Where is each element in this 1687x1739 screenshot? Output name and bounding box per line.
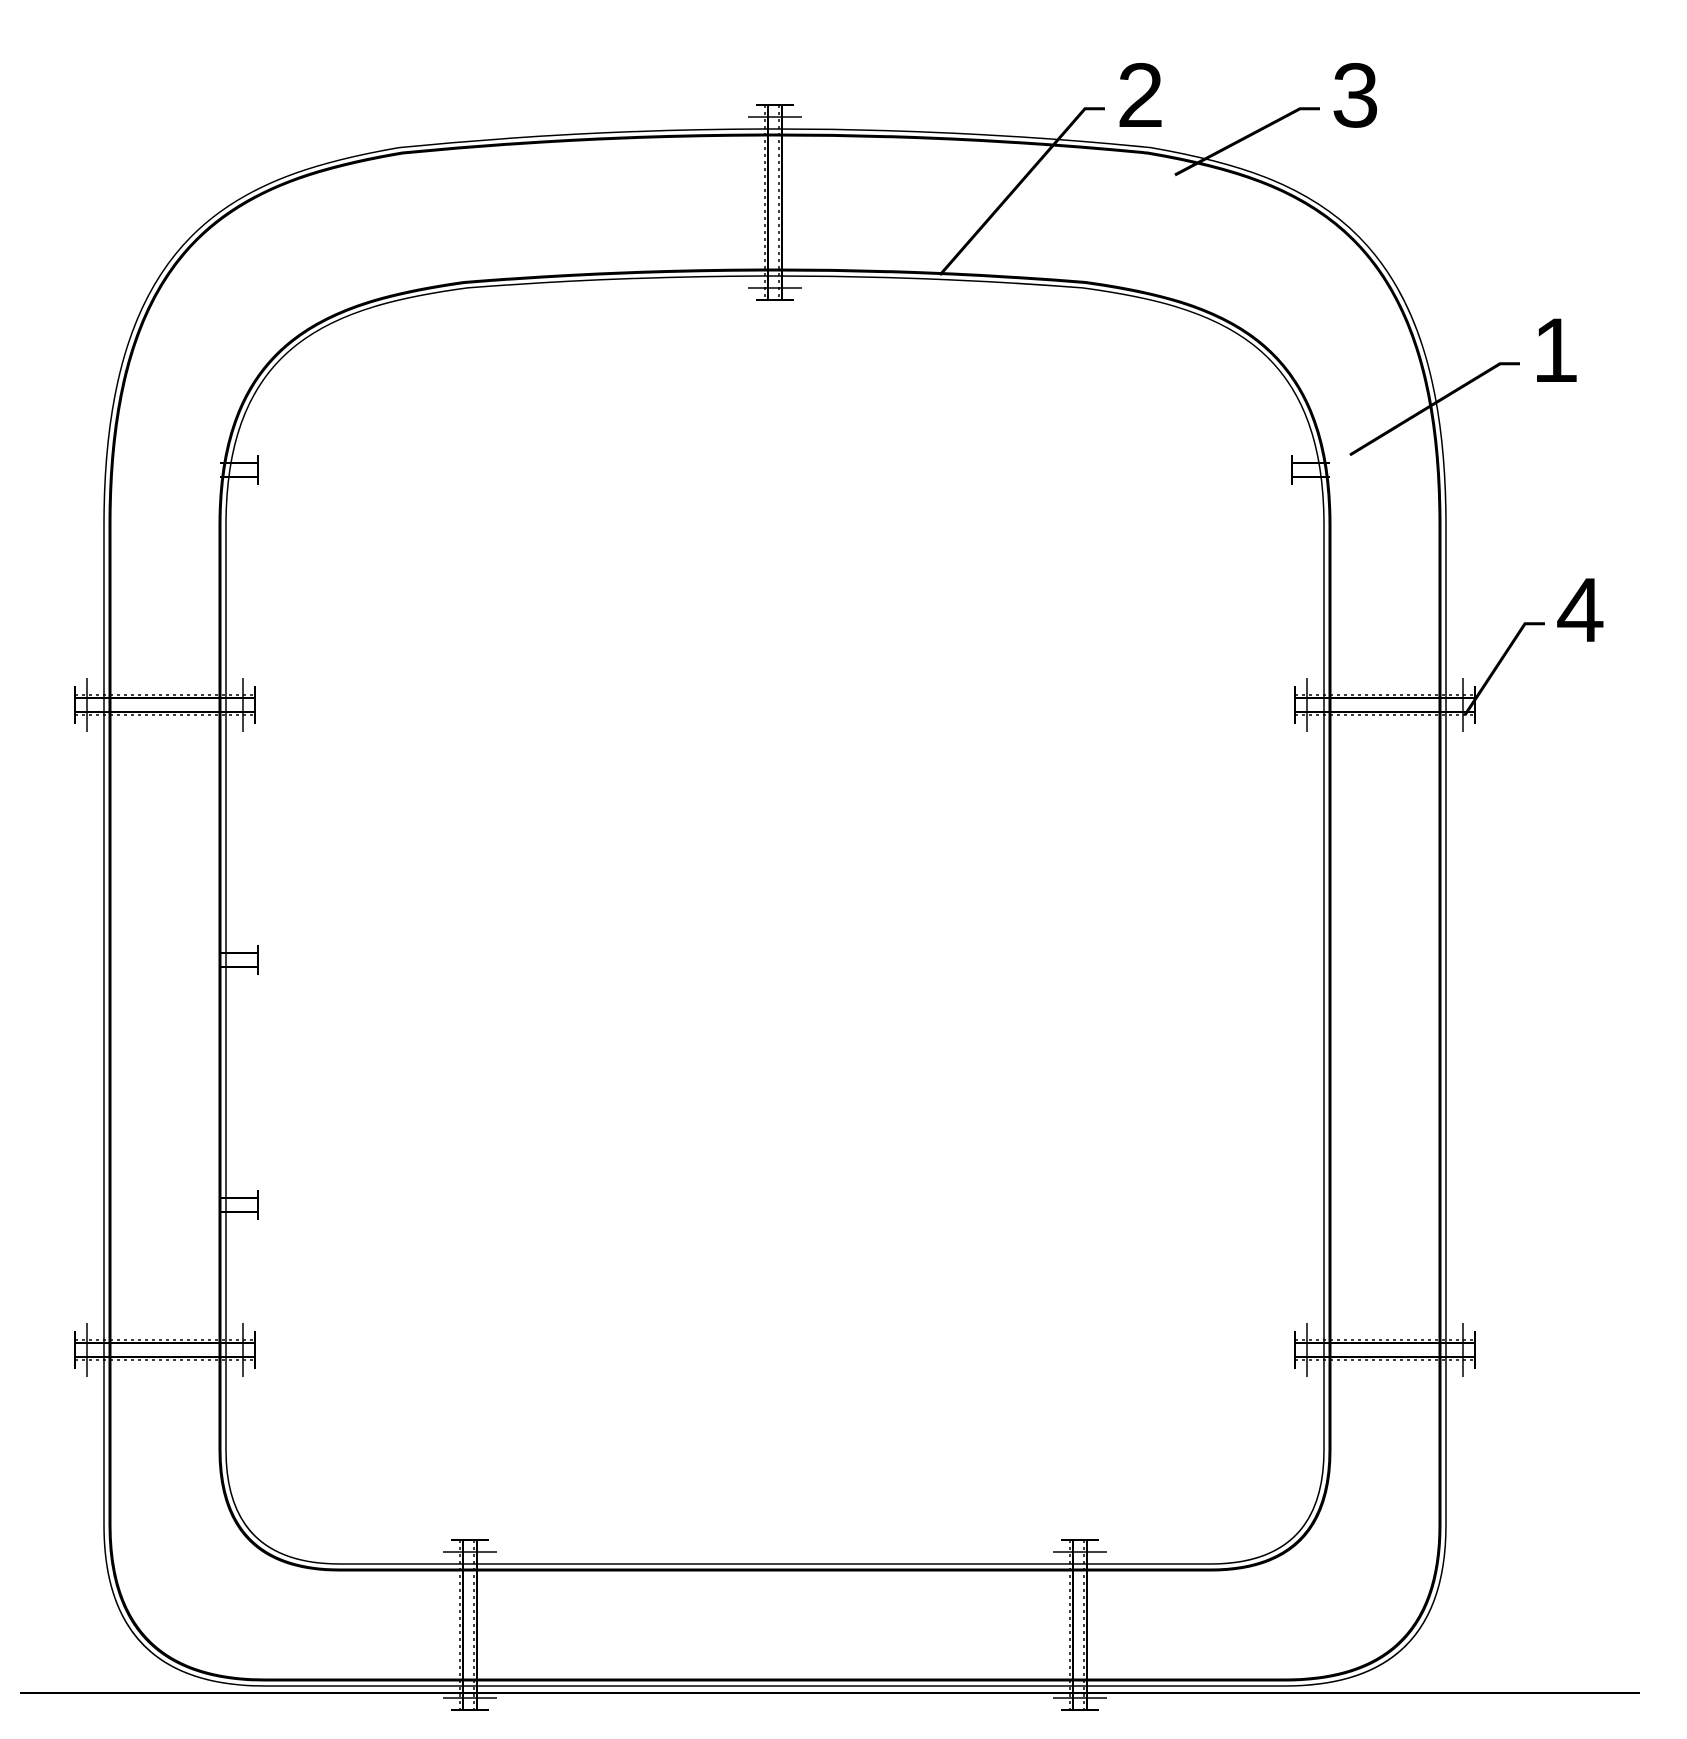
callout-number: 2 [1115,45,1166,147]
frame-structure [20,129,1640,1693]
callout-number: 1 [1530,300,1581,402]
label-numbers: 2 3 1 4 [1115,45,1606,662]
callout-number: 3 [1330,45,1381,147]
outer-outline [110,135,1440,1680]
inner-outline [226,276,1324,1564]
leader-line [1465,624,1545,715]
inner-outline [220,270,1330,1570]
label-leaders [940,109,1545,715]
leader-line [1175,109,1320,175]
outer-outline [104,129,1446,1686]
callout-number: 4 [1555,560,1606,662]
